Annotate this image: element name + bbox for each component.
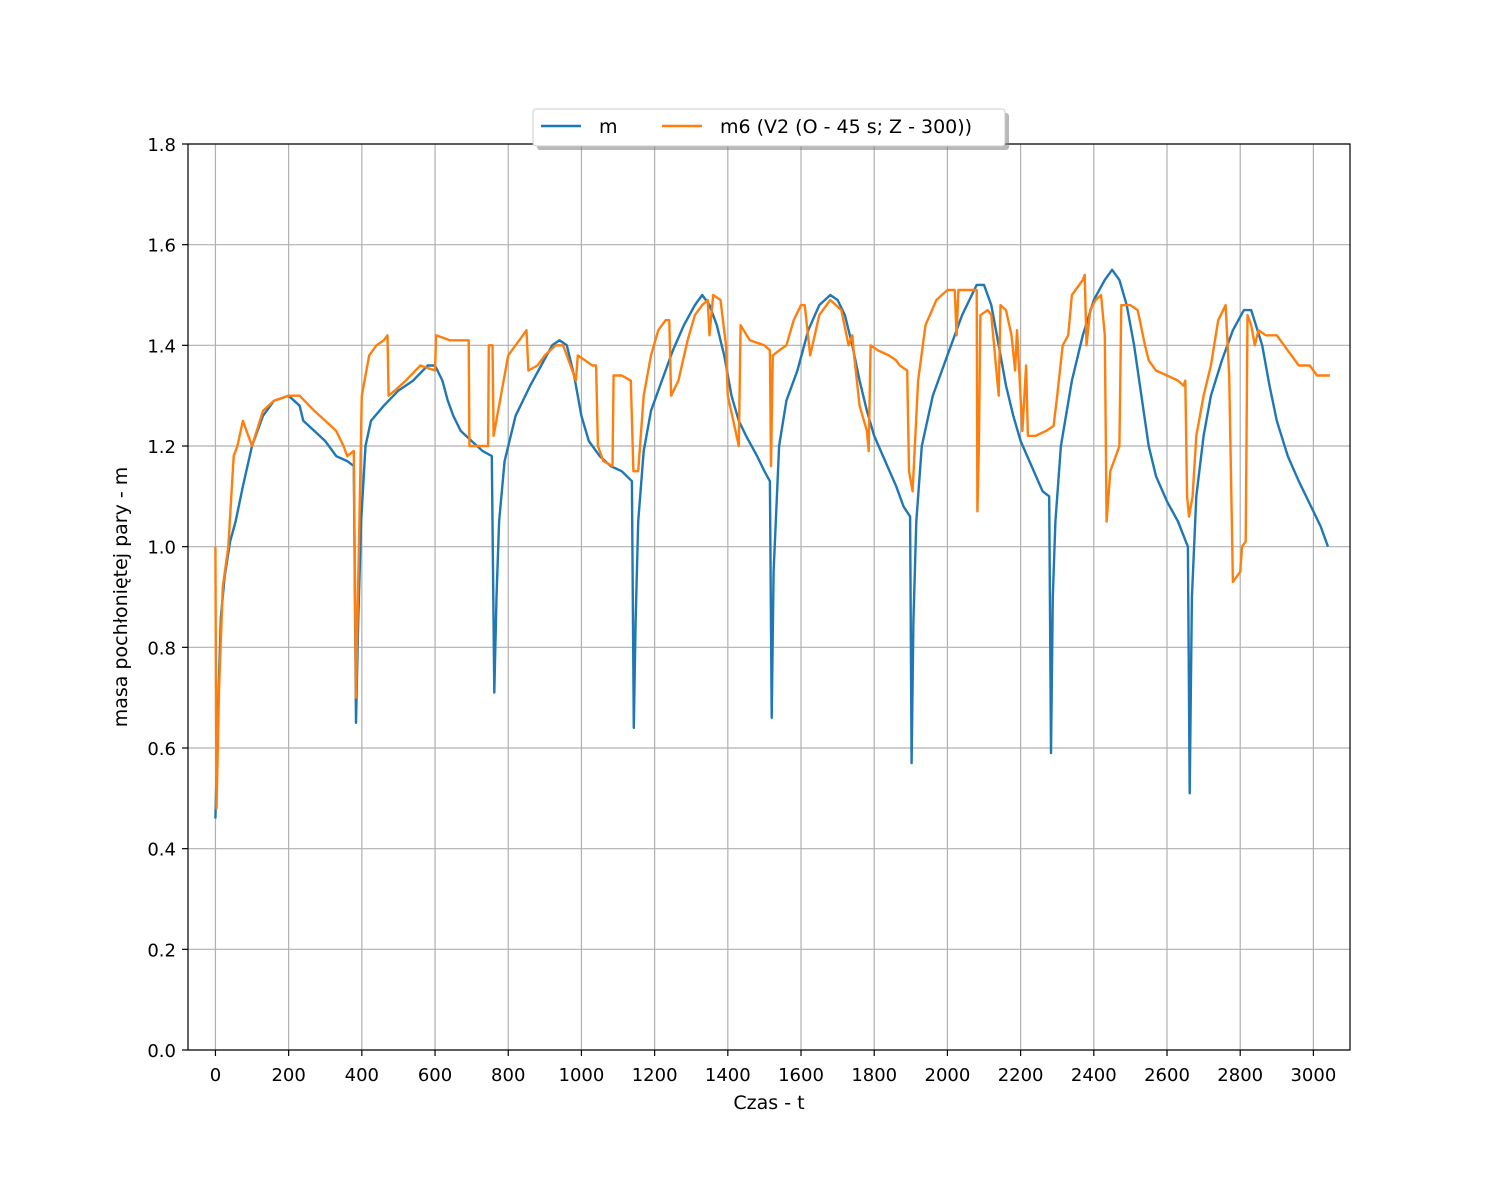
x-tick-label: 1600 xyxy=(778,1065,824,1086)
axis-ticks: 0 200 400 600 800 1000 1200 1400 1600 1800 2000 220… xyxy=(147,135,1336,1086)
x-tick-label: 400 xyxy=(345,1065,379,1086)
x-tick-label: 600 xyxy=(418,1065,452,1086)
grid xyxy=(188,143,1350,1051)
y-tick-label: 1.2 xyxy=(147,437,176,458)
series-lines xyxy=(214,268,1330,819)
y-tick-label: 0.6 xyxy=(147,739,176,760)
x-tick-label: 2400 xyxy=(1071,1065,1117,1086)
x-tick-label: 2600 xyxy=(1144,1065,1190,1086)
x-tick-label: 2200 xyxy=(998,1065,1044,1086)
x-tick-label: 3000 xyxy=(1290,1065,1336,1086)
y-tick-label: 0.2 xyxy=(147,940,176,961)
x-tick-label: 800 xyxy=(491,1065,525,1086)
x-axis-title: Czas - t xyxy=(733,1092,804,1114)
x-tick-label: 200 xyxy=(271,1065,305,1086)
legend: m m6 (V2 (O - 45 s; Z - 300)) xyxy=(532,108,1009,150)
legend-label-m: m xyxy=(599,116,618,138)
series-line-0 xyxy=(214,268,1330,819)
y-tick-label: 0.4 xyxy=(147,840,176,861)
x-tick-label: 1200 xyxy=(632,1065,678,1086)
x-tick-label: 1000 xyxy=(559,1065,605,1086)
y-axis-title: masa pochłoniętej pary - m xyxy=(110,467,132,728)
x-tick-label: 2800 xyxy=(1217,1065,1263,1086)
x-tick-label: 1800 xyxy=(851,1065,897,1086)
x-tick-label: 0 xyxy=(210,1065,221,1086)
y-tick-label: 1.0 xyxy=(147,538,176,559)
legend-box xyxy=(532,108,1006,147)
y-tick-label: 0.0 xyxy=(147,1041,176,1062)
y-tick-label: 1.6 xyxy=(147,236,176,257)
series-line-1 xyxy=(214,273,1330,810)
y-tick-label: 1.4 xyxy=(147,336,176,357)
y-tick-label: 1.8 xyxy=(147,135,176,156)
legend-label-m6: m6 (V2 (O - 45 s; Z - 300)) xyxy=(720,116,972,138)
y-tick-label: 0.8 xyxy=(147,638,176,659)
x-tick-label: 1400 xyxy=(705,1065,751,1086)
x-tick-label: 2000 xyxy=(925,1065,971,1086)
